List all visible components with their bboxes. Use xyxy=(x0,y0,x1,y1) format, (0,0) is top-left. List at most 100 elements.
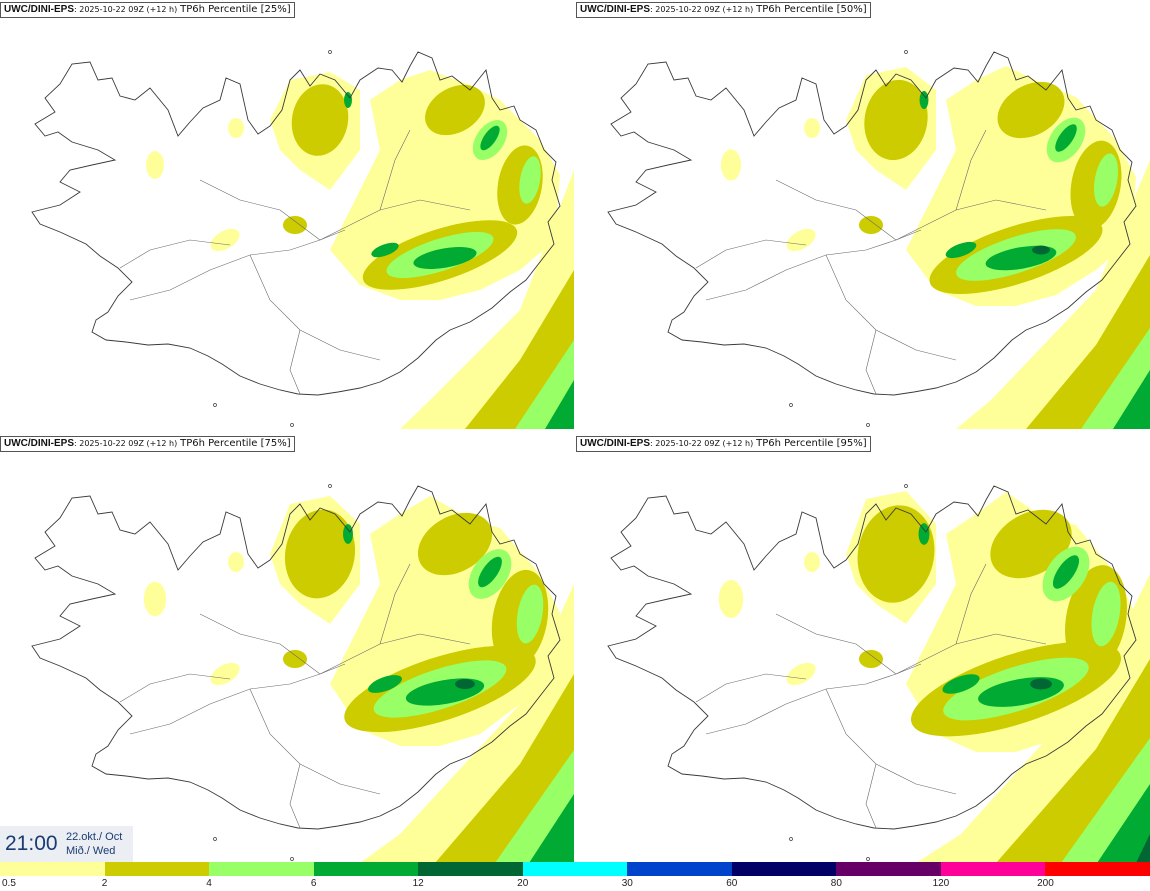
precip-area xyxy=(417,512,493,576)
coastline xyxy=(607,51,1137,396)
precip-core xyxy=(343,524,353,544)
precip-patch xyxy=(210,228,240,252)
colorbar-swatch xyxy=(0,862,105,876)
valid-time: 21:00 xyxy=(5,832,58,855)
precip-area xyxy=(516,584,544,644)
road-line xyxy=(775,179,897,241)
road-line xyxy=(865,329,877,395)
colorbar-tick-label: 60 xyxy=(726,878,738,889)
road-line xyxy=(319,199,471,241)
precip-patch xyxy=(786,228,816,252)
road-line xyxy=(695,239,807,269)
coastline xyxy=(31,485,561,830)
island xyxy=(290,423,294,427)
precip-area xyxy=(291,84,349,156)
colorbar-swatch xyxy=(104,862,210,876)
precip-core xyxy=(344,92,352,108)
coastline xyxy=(607,485,1137,830)
valid-weekday: Mið./ Wed xyxy=(66,845,116,857)
road-line xyxy=(119,673,231,703)
road-line xyxy=(895,633,1047,675)
precip-patch xyxy=(146,151,164,179)
road-line xyxy=(865,763,877,829)
island xyxy=(328,50,332,54)
precip-core xyxy=(480,125,500,151)
precip-area xyxy=(1094,153,1118,207)
road-line xyxy=(955,129,987,211)
colorbar-swatch xyxy=(836,862,941,876)
island xyxy=(904,484,908,488)
island xyxy=(789,403,793,407)
precip-map xyxy=(31,50,574,429)
island xyxy=(866,857,870,861)
colorbar-swatch xyxy=(209,862,314,876)
precip-patch xyxy=(389,572,421,616)
colorbar-labels: 0.5 2 4 6 12 20 30 60 80 120 200 xyxy=(0,877,1150,891)
precip-patch xyxy=(804,552,820,572)
colorbar-swatch xyxy=(731,862,837,876)
valid-time-box: 21:00 22.okt./ Oct Mið./ Wed xyxy=(0,826,133,862)
colorbar-tick-label: 20 xyxy=(517,878,529,889)
road-line xyxy=(199,613,321,675)
colorbar-tick-label: 30 xyxy=(621,878,633,889)
precip-patch xyxy=(283,650,307,668)
colorbar-tick-label: 80 xyxy=(830,878,842,889)
precip-peak xyxy=(455,679,475,689)
road-line xyxy=(319,633,471,675)
panel-title: UWC/DINI-EPS: 2025-10-22 09Z (+12 h) TP6… xyxy=(576,2,871,18)
offshore-precip-band xyxy=(529,794,574,863)
precip-patch xyxy=(804,118,820,138)
island xyxy=(213,403,217,407)
precip-area xyxy=(425,84,485,136)
road-line xyxy=(379,129,411,211)
precip-area xyxy=(997,81,1065,139)
precip-patch xyxy=(389,138,421,182)
colorbar-swatch xyxy=(1045,862,1150,876)
colorbar-tick-label: 6 xyxy=(310,878,317,889)
precip-core xyxy=(919,91,929,109)
colorbar-tick-label: 4 xyxy=(206,878,212,889)
road-line xyxy=(695,673,807,703)
precip-core xyxy=(945,241,977,259)
offshore-precip-band xyxy=(1097,784,1150,863)
precip-area xyxy=(1091,581,1121,647)
precip-patch xyxy=(718,579,744,619)
precip-patch xyxy=(228,552,244,572)
precip-patch xyxy=(859,216,883,234)
precip-peak xyxy=(1030,678,1052,690)
precip-area xyxy=(864,79,928,161)
colorbar-swatch xyxy=(522,862,628,876)
road-line xyxy=(379,563,411,645)
colorbar-tick-label: 120 xyxy=(932,878,950,889)
colorbar-legend: 0.5 2 4 6 12 20 30 60 80 120 200 xyxy=(0,862,1150,891)
precip-patch xyxy=(786,662,816,686)
road-line xyxy=(199,179,321,241)
offshore-precip-band xyxy=(545,380,574,429)
coastline xyxy=(31,51,561,396)
precip-area xyxy=(857,505,935,603)
precip-patch xyxy=(859,650,883,668)
island xyxy=(213,837,217,841)
colorbar-tick-label: 12 xyxy=(412,878,424,889)
precip-patch xyxy=(210,662,240,686)
precip-map xyxy=(607,484,1150,863)
precip-area xyxy=(990,509,1072,579)
map-panel-p95: UWC/DINI-EPS: 2025-10-22 09Z (+12 h) TP6… xyxy=(576,434,1150,863)
precip-patch xyxy=(965,572,997,616)
precip-map xyxy=(31,484,574,863)
island xyxy=(789,837,793,841)
road-line xyxy=(289,329,301,395)
precip-area xyxy=(284,509,356,599)
island xyxy=(904,50,908,54)
island xyxy=(290,857,294,861)
map-panel-p25: UWC/DINI-EPS: 2025-10-22 09Z (+12 h) TP6… xyxy=(0,0,574,429)
precip-map xyxy=(607,50,1150,429)
precip-patch xyxy=(283,216,307,234)
road-line xyxy=(775,613,897,675)
precip-core xyxy=(478,556,502,588)
island xyxy=(866,423,870,427)
precip-patch xyxy=(143,581,167,617)
road-line xyxy=(289,763,301,829)
precip-peak xyxy=(1032,245,1050,255)
valid-date: 22.okt./ Oct xyxy=(66,831,123,843)
